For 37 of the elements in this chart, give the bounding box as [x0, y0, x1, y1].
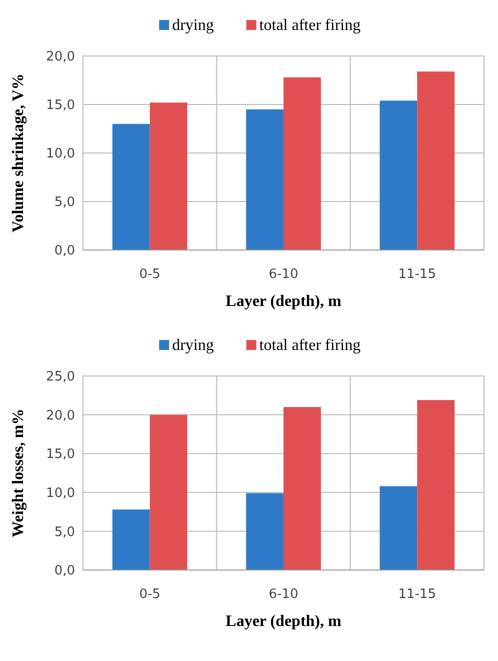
y-tick-label: 5,0: [54, 524, 75, 540]
y-tick-label: 10,0: [46, 486, 75, 501]
x-tick-label: 6-10: [268, 267, 298, 282]
x-tick-label: 11-15: [398, 267, 436, 282]
bar: [112, 509, 150, 570]
y-axis-title: Weight losses, m%: [10, 408, 27, 538]
x-tick-label: 0-5: [139, 587, 160, 602]
bar: [246, 109, 284, 250]
bar: [112, 124, 150, 250]
legend-label: drying: [172, 337, 214, 354]
bar: [417, 72, 455, 250]
y-tick-label: 5,0: [54, 195, 75, 210]
legend-label: total after firing: [259, 17, 361, 34]
bar: [150, 414, 188, 570]
x-tick-label: 0-5: [139, 267, 160, 282]
bar: [284, 407, 321, 570]
bar: [246, 493, 284, 570]
y-tick-label: 25,0: [46, 370, 75, 385]
bar: [380, 100, 418, 250]
legend-label: total after firing: [259, 337, 361, 354]
legend-label: drying: [172, 17, 214, 34]
y-tick-label: 15,0: [46, 447, 75, 462]
x-axis-title: Layer (depth), m: [226, 613, 342, 630]
x-axis-title: Layer (depth), m: [226, 293, 342, 310]
bar: [150, 102, 188, 250]
x-tick-label: 6-10: [268, 587, 298, 602]
y-tick-label: 0,0: [54, 244, 75, 259]
y-tick-label: 20,0: [46, 408, 75, 424]
bar: [284, 77, 321, 250]
y-tick-label: 0,0: [54, 564, 75, 579]
x-tick-label: 11-15: [398, 587, 436, 602]
y-tick-label: 15,0: [46, 98, 75, 114]
y-tick-label: 10,0: [46, 146, 75, 162]
bar: [417, 400, 455, 570]
y-tick-label: 20,0: [46, 50, 75, 65]
bar: [380, 486, 418, 570]
y-axis-title: Volume shrinkage, V%: [10, 74, 27, 232]
